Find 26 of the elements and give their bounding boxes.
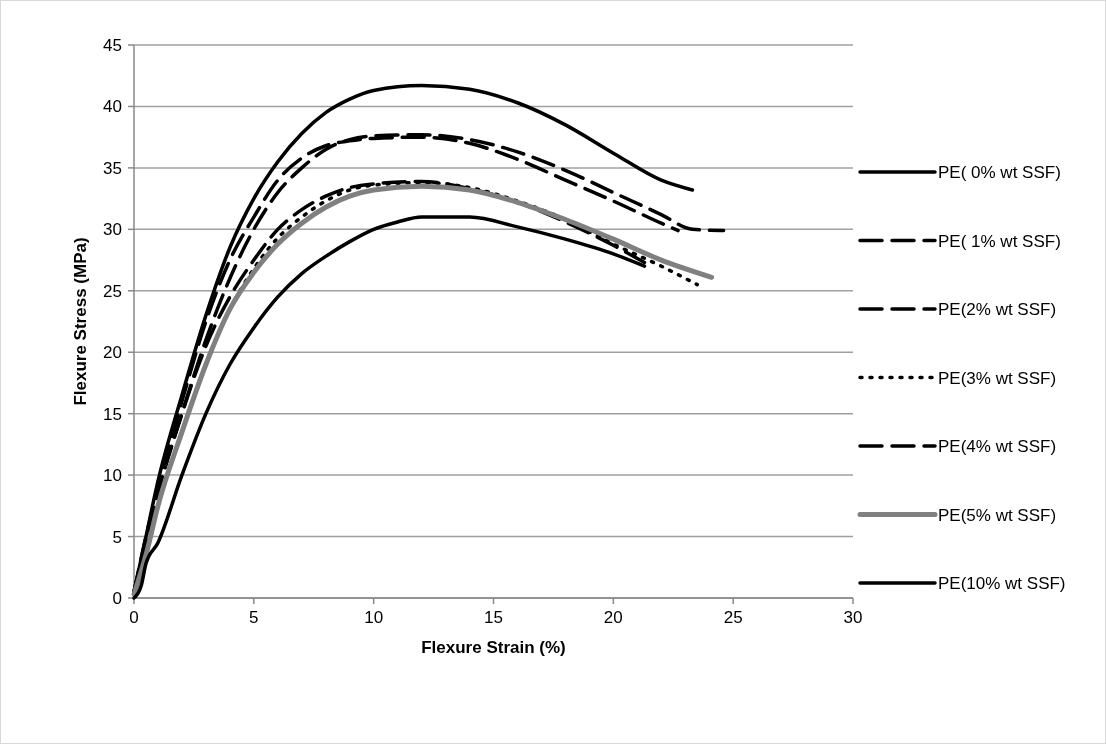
y-tick-label: 40 [103, 97, 122, 117]
legend-label: PE(2% wt SSF) [938, 300, 1057, 319]
y-tick-label: 20 [103, 343, 122, 363]
x-tick-label: 10 [364, 608, 384, 627]
legend-label: PE( 0% wt SSF) [938, 163, 1061, 182]
legend-label: PE(5% wt SSF) [938, 505, 1057, 525]
legend-label: PE( 1% wt SSF) [938, 231, 1061, 251]
x-tick-label: 0 [129, 608, 139, 627]
x-tick-label: 15 [484, 608, 503, 627]
y-tick-label: 0 [112, 589, 122, 608]
y-tick-label: 10 [103, 466, 122, 486]
legend-label: PE(4% wt SSF) [938, 437, 1057, 456]
x-tick-label: 30 [843, 608, 863, 627]
y-tick-label: 35 [103, 158, 122, 178]
x-tick-label: 25 [723, 608, 743, 627]
x-axis-title: Flexure Strain (%) [421, 638, 566, 657]
y-axis-title: Flexure Stress (MPa) [71, 237, 90, 406]
y-tick-label: 15 [103, 404, 122, 424]
y-tick-label: 25 [103, 281, 122, 301]
x-tick-label: 5 [249, 608, 259, 627]
y-tick-label: 45 [103, 36, 122, 55]
y-tick-label: 30 [103, 220, 122, 240]
legend-label: PE(10% wt SSF) [938, 574, 1066, 593]
legend-label: PE(3% wt SSF) [938, 368, 1057, 388]
y-tick-label: 5 [112, 527, 122, 547]
x-tick-label: 20 [603, 608, 623, 627]
